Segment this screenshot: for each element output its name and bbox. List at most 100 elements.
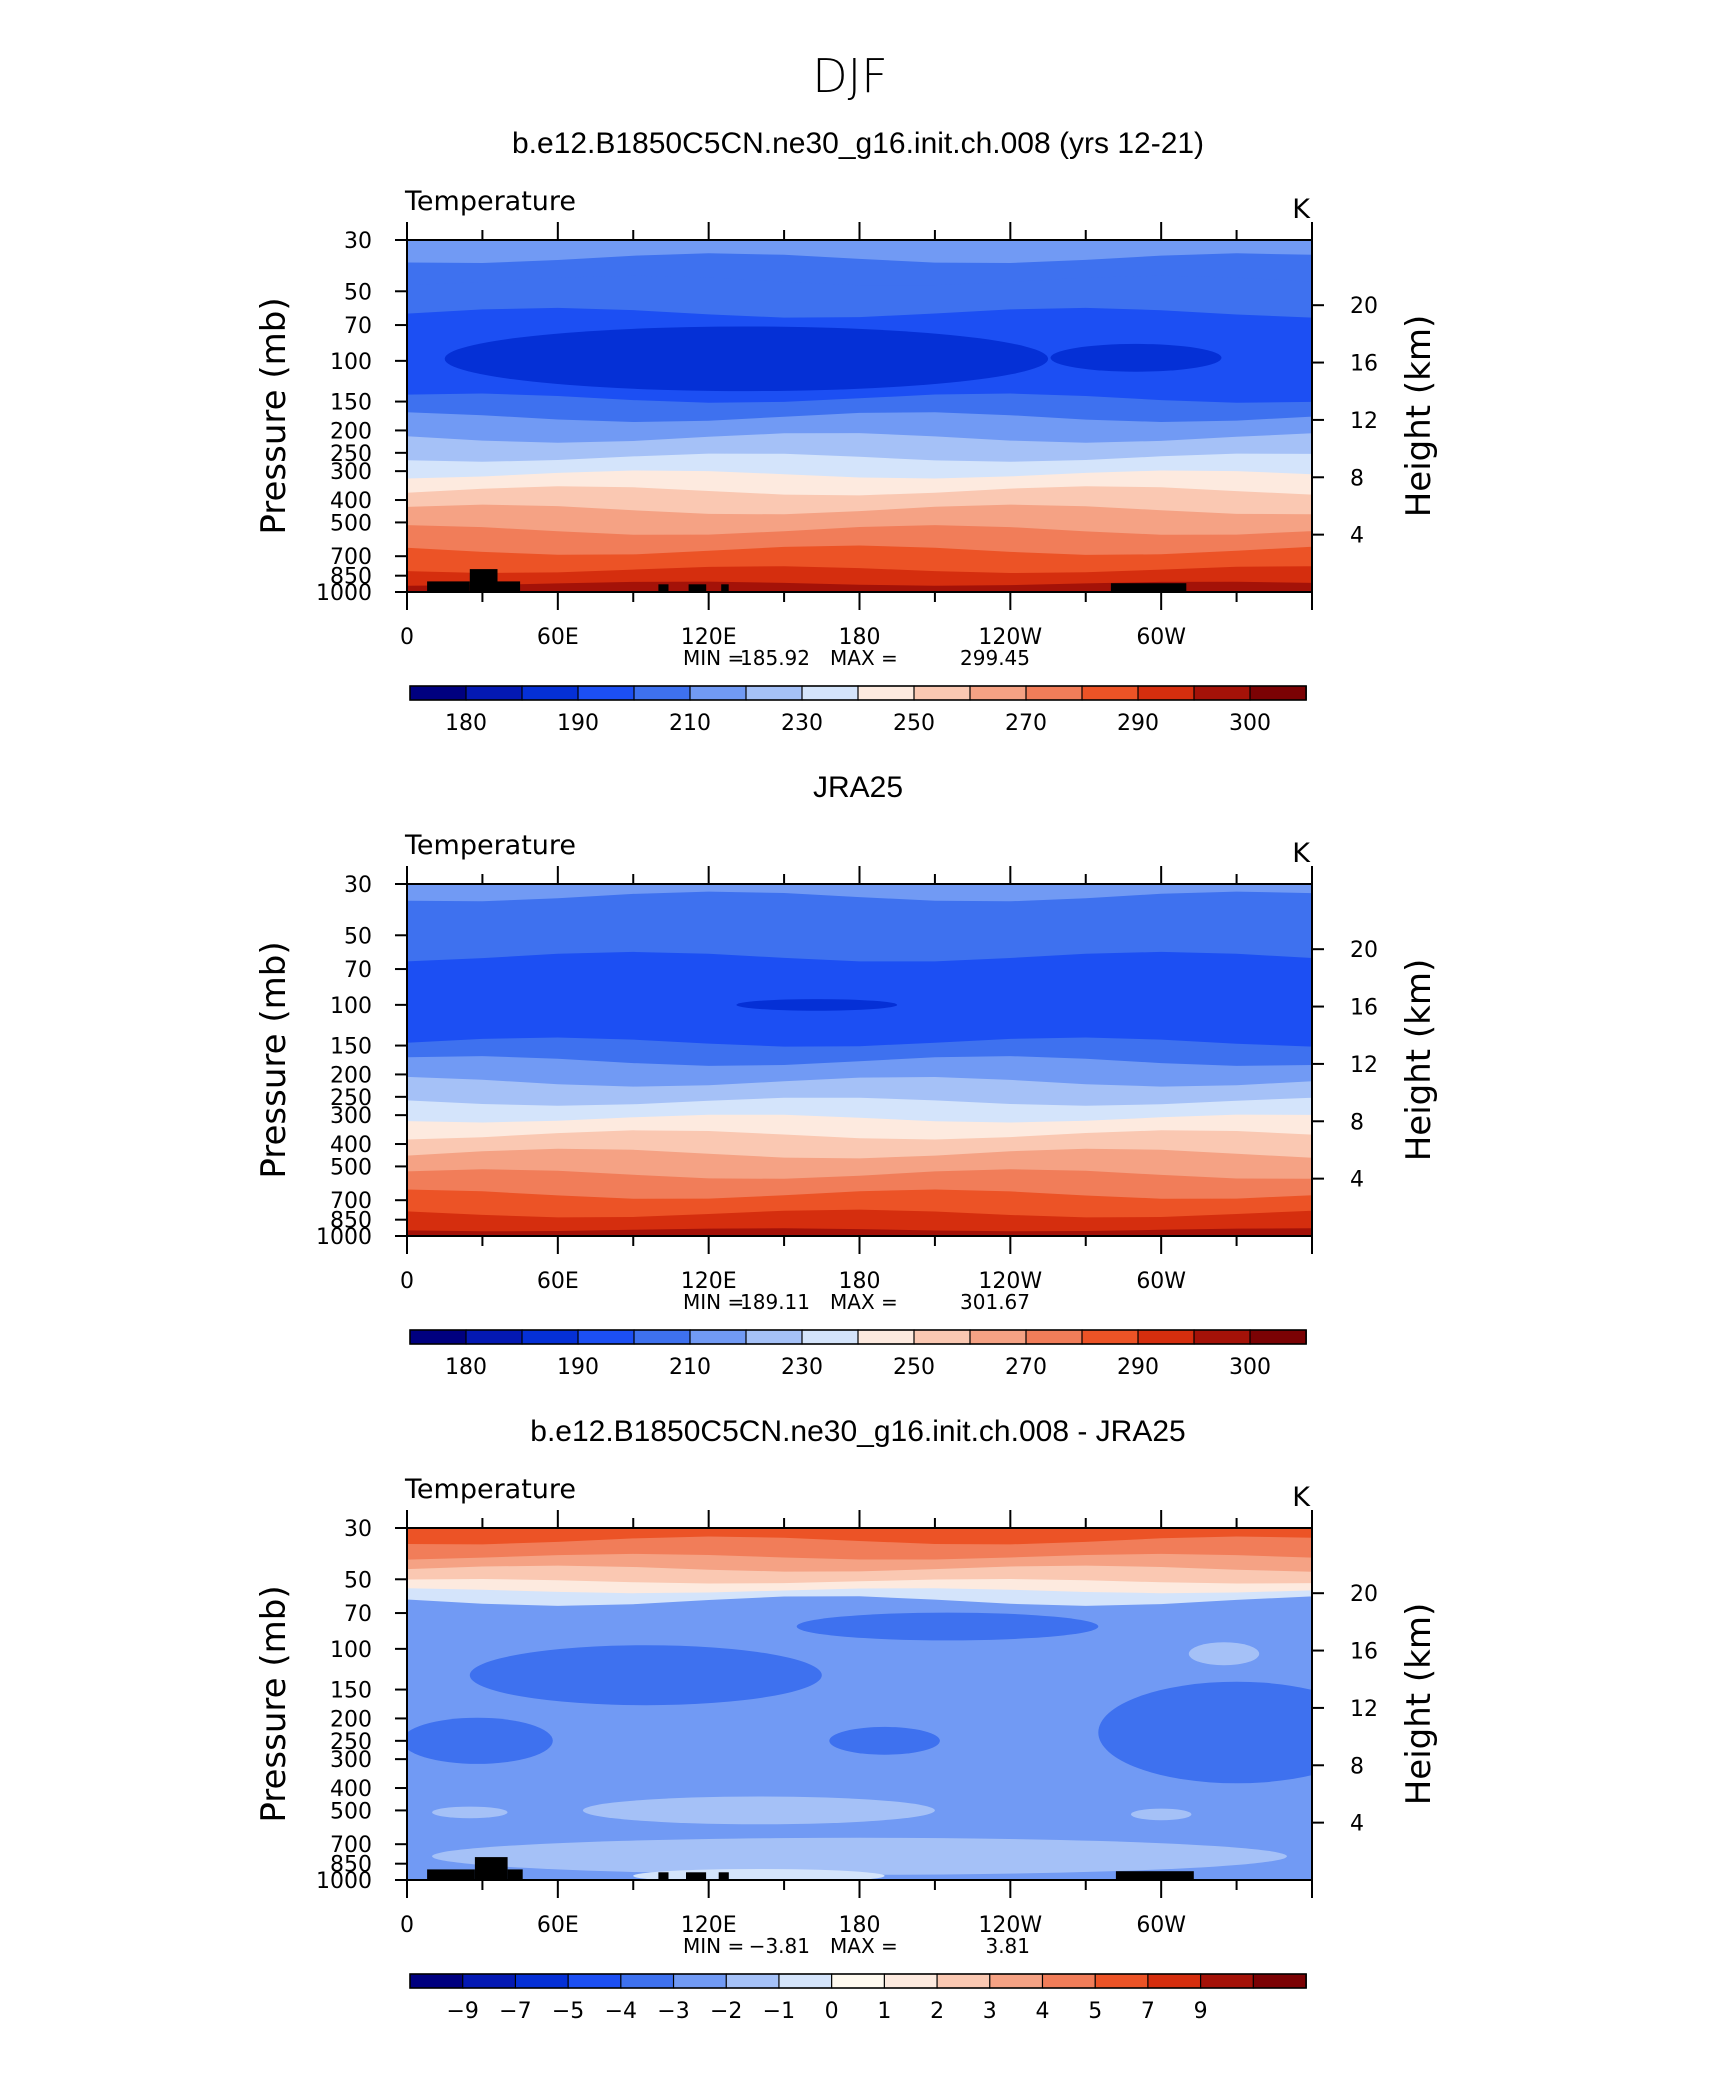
- terrain-mask: [658, 1872, 669, 1880]
- y-tick-label: 50: [344, 924, 372, 949]
- contour-band: [407, 1169, 1312, 1201]
- min-value: 189.11: [740, 1290, 810, 1314]
- colorbar-swatch: [1147, 1973, 1202, 1989]
- x-tick-label: 0: [400, 625, 414, 650]
- colorbar-label: −4: [605, 1999, 637, 2024]
- y-tick-label: 1000: [316, 1869, 372, 1894]
- colorbar-swatch: [462, 1973, 517, 1989]
- x-axis: 0 60E 120E 180 120W 60W: [400, 1510, 1313, 1938]
- contour-band: [407, 581, 1312, 592]
- colorbar-label: 250: [893, 1355, 935, 1380]
- y-tick-label: 200: [330, 1063, 372, 1088]
- terrain-mask: [427, 581, 470, 592]
- min-label: MIN =: [683, 1934, 744, 1958]
- y-tick-label: 50: [344, 1568, 372, 1593]
- contour-field: [407, 884, 1312, 1236]
- colorbar-swatch: [913, 1329, 971, 1345]
- min-label: MIN =: [683, 1290, 744, 1314]
- colorbar-label: −2: [710, 1999, 742, 2024]
- colorbar-swatch: [801, 685, 859, 701]
- contour-blob: [432, 1806, 508, 1819]
- y2-tick-label: 4: [1350, 1812, 1364, 1837]
- y-axis-label: Pressure (mb): [254, 1585, 294, 1822]
- max-label: MAX =: [830, 1290, 898, 1314]
- colorbar-swatch: [1081, 685, 1139, 701]
- colorbar-swatch: [409, 1973, 464, 1989]
- y-tick-label: 250: [330, 1730, 372, 1755]
- y-tick-label: 1000: [316, 1225, 372, 1250]
- contour-blob: [1188, 1642, 1260, 1666]
- colorbar: −9 −7 −5 −4 −3 −2 −1 0 1 2 3 4 5 7 9: [409, 1973, 1307, 2024]
- panel-left-label: Temperature: [404, 186, 576, 217]
- colorbar-label: −9: [446, 1999, 478, 2024]
- contour-blob: [736, 999, 898, 1011]
- colorbar-swatch: [1137, 685, 1195, 701]
- y-tick-label: 850: [330, 1209, 372, 1234]
- contour-band: [407, 891, 1312, 963]
- colorbar-swatch: [936, 1973, 991, 1989]
- colorbar-frame: [409, 685, 1307, 701]
- figure-title: DJF: [812, 49, 887, 103]
- colorbar-label: 180: [445, 711, 487, 736]
- colorbar-swatch: [1252, 1973, 1307, 1989]
- contour-band: [407, 1056, 1312, 1088]
- colorbar-label: 300: [1229, 1355, 1271, 1380]
- x-tick-label: 180: [839, 1269, 881, 1294]
- terrain-mask: [474, 1857, 508, 1880]
- panel-left-label: Temperature: [404, 830, 576, 861]
- y-tick-label: 150: [330, 391, 372, 416]
- colorbar-label: 2: [930, 1999, 944, 2024]
- colorbar-swatch: [857, 685, 915, 701]
- terrain-mask: [658, 584, 669, 592]
- colorbar-frame: [409, 1329, 1307, 1345]
- colorbar-swatch: [969, 685, 1027, 701]
- contour-blob: [1050, 343, 1222, 372]
- panel-title: b.e12.B1850C5CN.ne30_g16.init.ch.008 (yr…: [512, 127, 1204, 160]
- panel-units-label: K: [1292, 838, 1311, 869]
- colorbar-label: 9: [1194, 1999, 1208, 2024]
- panel-units-label: K: [1292, 1482, 1311, 1513]
- colorbar-swatch: [725, 1973, 780, 1989]
- colorbar-swatch: [913, 685, 971, 701]
- min-max-stats: MIN = −3.81 MAX = 3.81: [683, 1934, 1030, 1958]
- colorbar-swatch: [465, 685, 523, 701]
- y2-axis-label: Height (km): [1399, 1603, 1439, 1806]
- y-tick-label: 300: [330, 1104, 372, 1129]
- colorbar-swatch: [514, 1973, 570, 1989]
- x-tick-label: 60W: [1136, 1269, 1186, 1294]
- x-tick-label: 180: [839, 625, 881, 650]
- terrain-mask: [1110, 583, 1187, 592]
- colorbar-swatch: [883, 1973, 938, 1989]
- contour-band: [407, 1076, 1312, 1108]
- y-tick-label: 1000: [316, 581, 372, 606]
- colorbar-label: 7: [1141, 1999, 1155, 2024]
- colorbar-swatch: [577, 685, 635, 701]
- y2-tick-label: 4: [1350, 1168, 1364, 1193]
- contour-blob: [432, 1837, 1287, 1875]
- contour-band: [407, 1228, 1312, 1236]
- contour-blob: [1131, 1808, 1192, 1821]
- colorbar-swatch: [633, 685, 691, 701]
- max-value: 3.81: [985, 1934, 1030, 1958]
- contour-field: [407, 240, 1312, 592]
- colorbar-swatch: [1199, 1973, 1255, 1989]
- y-tick-label: 850: [330, 565, 372, 590]
- y-tick-label: 400: [330, 1777, 372, 1802]
- y2-tick-label: 12: [1350, 1697, 1378, 1722]
- y2-tick-label: 4: [1350, 524, 1364, 549]
- colorbar-label: 270: [1005, 1355, 1047, 1380]
- colorbar-frame: [409, 1973, 1307, 1989]
- y-tick-label: 200: [330, 419, 372, 444]
- terrain-mask: [721, 584, 729, 592]
- contour-band: [407, 525, 1312, 557]
- colorbar-swatch: [1025, 1329, 1083, 1345]
- x-tick-label: 0: [400, 1269, 414, 1294]
- y-tick-label: 500: [330, 1799, 372, 1824]
- colorbar-label: 300: [1229, 711, 1271, 736]
- panel-units-label: K: [1292, 194, 1311, 225]
- panel-title: JRA25: [813, 771, 903, 804]
